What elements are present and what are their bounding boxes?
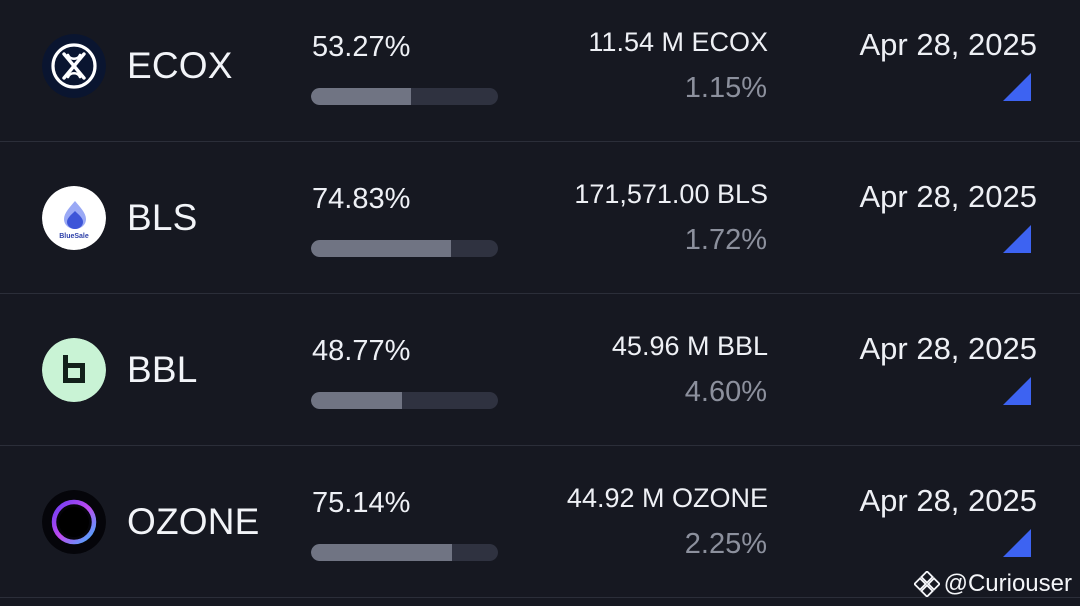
bbl-logo-icon	[42, 338, 106, 402]
bluesale-logo-icon: BlueSale	[42, 186, 106, 250]
progress-bar-fill	[311, 88, 411, 105]
token-amount: 44.92 M OZONE	[566, 483, 768, 513]
token-share-percent: 4.60%	[684, 376, 767, 408]
token-share-percent: 1.15%	[684, 72, 767, 104]
ecox-logo-icon	[42, 34, 106, 98]
token-symbol: OZONE	[127, 501, 260, 542]
token-share-percent: 1.72%	[684, 224, 767, 256]
watermark: @Curiouser	[913, 570, 1072, 598]
corner-triangle-icon	[1003, 377, 1031, 405]
corner-triangle-icon	[1003, 225, 1031, 253]
token-amount: 171,571.00 BLS	[574, 179, 768, 209]
date-label: Apr 28, 2025	[859, 179, 1037, 214]
token-amount: 11.54 M ECOX	[588, 27, 768, 57]
progress-bar-fill	[311, 392, 403, 409]
progress-percent: 75.14%	[312, 487, 411, 519]
progress-percent: 48.77%	[312, 335, 411, 367]
progress-percent: 53.27%	[312, 31, 411, 63]
date-label: Apr 28, 2025	[859, 483, 1037, 518]
list-item[interactable]: OZONE 75.14% 44.92 M OZONE 2.25% Apr 28,…	[0, 446, 1080, 598]
token-share-percent: 2.25%	[684, 528, 767, 560]
list-item[interactable]: ECOX 53.27% 11.54 M ECOX 1.15% Apr 28, 2…	[0, 0, 1080, 142]
progress-bar	[311, 240, 498, 257]
progress-bar	[311, 88, 498, 105]
token-symbol: ECOX	[127, 45, 233, 86]
token-amount: 45.96 M BBL	[611, 331, 768, 361]
watermark-text: @Curiouser	[943, 570, 1072, 597]
corner-triangle-icon	[1003, 529, 1031, 557]
corner-triangle-icon	[1003, 73, 1031, 101]
binance-logo-icon	[913, 571, 940, 597]
token-symbol: BLS	[127, 197, 198, 238]
list-item[interactable]: BBL 48.77% 45.96 M BBL 4.60% Apr 28, 202…	[0, 294, 1080, 446]
ozone-logo-icon	[42, 490, 106, 554]
token-symbol: BBL	[127, 349, 198, 390]
date-label: Apr 28, 2025	[859, 27, 1037, 62]
progress-percent: 74.83%	[312, 183, 411, 215]
progress-bar-fill	[311, 544, 452, 561]
progress-bar-fill	[311, 240, 451, 257]
svg-text:BlueSale: BlueSale	[59, 233, 89, 240]
list-item[interactable]: BlueSale BLS 74.83% 171,571.00 BLS 1.72%…	[0, 142, 1080, 294]
date-label: Apr 28, 2025	[859, 331, 1037, 366]
progress-bar	[311, 544, 498, 561]
progress-bar	[311, 392, 498, 409]
